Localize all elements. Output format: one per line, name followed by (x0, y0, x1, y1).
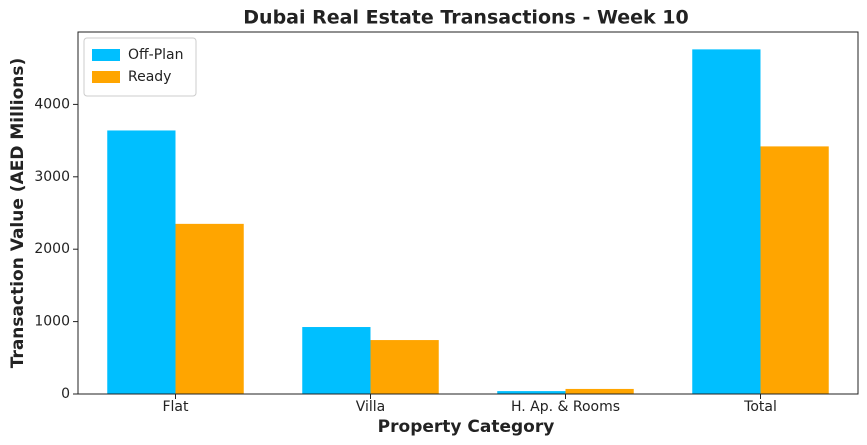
legend-swatch (92, 49, 120, 61)
y-tick-label: 3000 (34, 169, 70, 185)
bar (565, 388, 634, 394)
y-tick-label: 4000 (34, 96, 70, 112)
x-tick-label: Flat (162, 399, 189, 415)
y-tick-label: 2000 (34, 241, 70, 257)
bar (370, 340, 439, 394)
legend-label: Off-Plan (128, 47, 184, 63)
plot-frame (77, 31, 859, 395)
x-tick-label: H. Ap. & Rooms (511, 399, 620, 415)
bar (107, 130, 176, 395)
y-tick-label: 1000 (34, 314, 70, 330)
y-axis-label: Transaction Value (AED Millions) (8, 58, 28, 369)
x-tick-label: Villa (356, 399, 386, 415)
legend-swatch (92, 71, 120, 83)
legend-label: Ready (128, 69, 171, 85)
bar (175, 223, 244, 394)
bar (497, 391, 566, 394)
x-axis-label: Property Category (378, 417, 555, 437)
bar (760, 146, 829, 394)
chart-title: Dubai Real Estate Transactions - Week 10 (243, 7, 688, 29)
bar (692, 49, 761, 394)
bar (302, 327, 371, 394)
y-tick-label: 0 (61, 386, 70, 402)
x-tick-label: Total (743, 399, 777, 415)
